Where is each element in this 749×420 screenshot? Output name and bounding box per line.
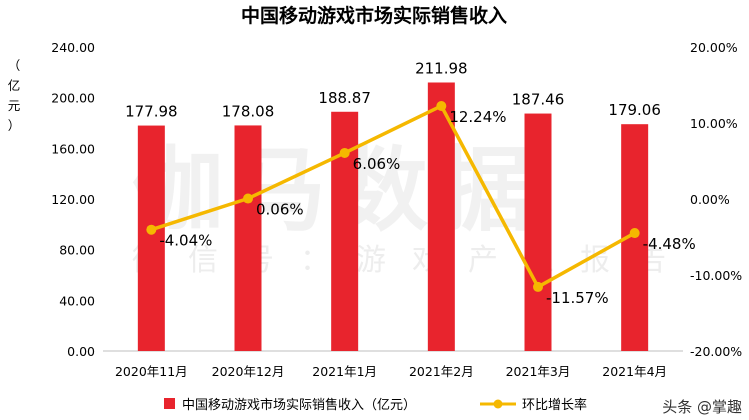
legend-bar-swatch xyxy=(164,398,175,409)
legend-line-marker xyxy=(493,399,503,409)
y2-tick-label: -10.00% xyxy=(690,268,742,283)
bar-data-labels: 177.98 178.08 188.87 211.98 187.46 179.06 xyxy=(125,59,661,120)
growth-value-label: 0.06% xyxy=(256,201,304,219)
y2-tick-label: 20.00% xyxy=(690,40,738,55)
chart-title: 中国移动游戏市场实际销售收入 xyxy=(241,4,507,27)
x-tick-label: 2021年1月 xyxy=(312,364,377,379)
bar-value-label: 177.98 xyxy=(125,103,178,121)
bar xyxy=(524,113,552,352)
growth-value-label: -4.48% xyxy=(643,235,696,253)
bar xyxy=(427,82,455,351)
y-tick-label: 120.00 xyxy=(51,192,95,207)
bar-value-label: 188.87 xyxy=(318,89,371,107)
y-tick-label: 80.00 xyxy=(59,243,95,258)
line-data-labels: -4.04% 0.06% 6.06% 12.24% -11.57% -4.48% xyxy=(159,108,695,307)
y-axis-label: （ 亿元 ） xyxy=(8,58,21,133)
y2-tick-label: 0.00% xyxy=(690,192,730,207)
growth-line xyxy=(150,103,636,290)
x-tick-label: 2020年12月 xyxy=(212,364,285,379)
bar xyxy=(234,125,262,351)
y-axis-left: 0.00 40.00 80.00 120.00 160.00 200.00 240.00 xyxy=(51,40,95,359)
y-axis-label-char: 元 xyxy=(8,98,21,113)
y-axis-right: -20.00% -10.00% 0.00% 10.00% 20.00% xyxy=(690,40,742,359)
x-axis-ticks: 2020年11月 2020年12月 2021年1月 2021年2月 2021年3月 202… xyxy=(115,364,667,379)
growth-value-label: 12.24% xyxy=(449,108,506,126)
x-tick-label: 2021年3月 xyxy=(506,364,571,379)
y-tick-label: 200.00 xyxy=(51,91,95,106)
y2-tick-label: -20.00% xyxy=(690,344,742,359)
growth-point xyxy=(146,224,157,235)
y-axis-label-char: ） xyxy=(8,118,21,133)
y-tick-label: 160.00 xyxy=(51,141,95,156)
watermark-main: 伽马数据 xyxy=(132,137,540,244)
watermark: 伽马数据 微信号：游戏产业报告 xyxy=(132,137,692,278)
y-axis-label-char: （ xyxy=(8,58,21,73)
growth-value-label: -11.57% xyxy=(546,289,609,307)
bar-series xyxy=(137,82,649,352)
bar-value-label: 179.06 xyxy=(608,101,661,119)
y-axis-label-char: 亿 xyxy=(8,78,21,93)
bar-value-label: 187.46 xyxy=(512,91,565,109)
legend: 中国移动游戏市场实际销售收入（亿元） 环比增长率 xyxy=(164,397,587,413)
growth-point xyxy=(436,100,447,111)
growth-point xyxy=(243,193,253,204)
growth-value-label: 6.06% xyxy=(353,155,401,173)
legend-line-label: 环比增长率 xyxy=(522,397,587,413)
growth-point xyxy=(629,228,640,239)
watermark-sub: 微信号：游戏产业报告 xyxy=(132,243,692,278)
bar xyxy=(137,125,165,351)
legend-bar-label: 中国移动游戏市场实际销售收入（亿元） xyxy=(182,397,416,413)
growth-point xyxy=(533,281,543,292)
growth-point xyxy=(339,147,350,158)
growth-value-label: -4.04% xyxy=(159,232,212,250)
y-tick-label: 240.00 xyxy=(51,40,95,55)
line-series xyxy=(146,100,640,292)
x-tick-label: 2021年4月 xyxy=(602,364,667,379)
y-tick-label: 40.00 xyxy=(59,293,95,308)
footer-credit: 头条 @掌趣 xyxy=(662,398,742,416)
x-tick-label: 2021年2月 xyxy=(409,364,474,379)
y-tick-label: 0.00 xyxy=(67,344,95,359)
bar-value-label: 178.08 xyxy=(222,102,275,120)
bar-value-label: 211.98 xyxy=(415,59,468,77)
y2-tick-label: 10.00% xyxy=(690,116,738,131)
x-tick-label: 2020年11月 xyxy=(115,364,188,379)
